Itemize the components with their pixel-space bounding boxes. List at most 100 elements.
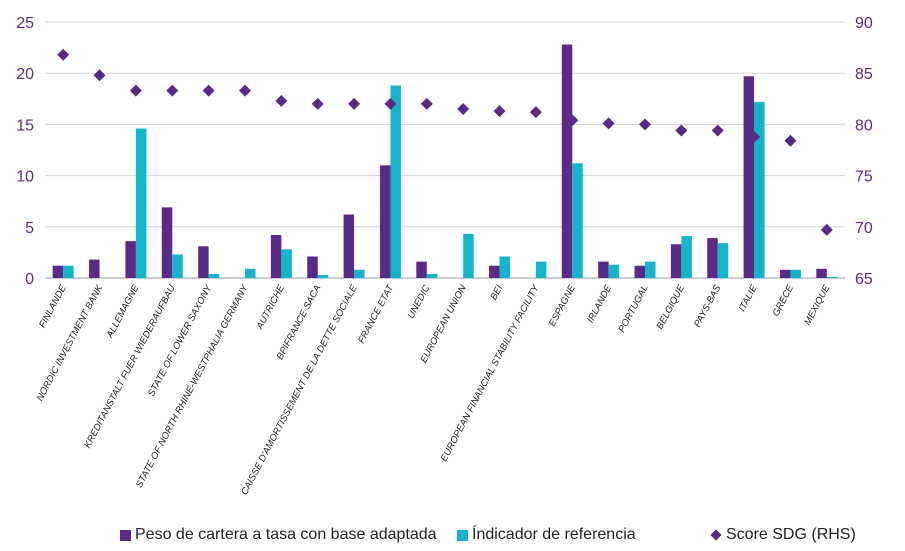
y-left-tick-label: 0 — [25, 271, 34, 288]
legend-item-peso: Peso de cartera a tasa con base adaptada — [120, 526, 437, 544]
y-right-tick-label: 90 — [855, 15, 873, 32]
score-point — [275, 94, 288, 107]
bar-peso — [634, 265, 645, 278]
score-points — [57, 48, 833, 236]
bar-indicador — [426, 273, 438, 278]
bar-peso — [198, 246, 209, 278]
y-right-tick-label: 70 — [855, 220, 873, 237]
score-point — [784, 134, 797, 147]
y-left-tick-label: 25 — [16, 15, 34, 32]
x-category-label: AUTRICHE — [254, 283, 287, 333]
x-category-label: FRANCE ETAT — [356, 282, 397, 345]
bar-peso — [670, 244, 682, 278]
y-axis-left: 0 5 10 15 20 25 — [16, 15, 34, 288]
legend-diamond-score — [710, 529, 722, 541]
bar-peso — [416, 261, 427, 278]
bar-peso — [89, 259, 100, 278]
x-category-label: PORTUGAL — [616, 283, 650, 334]
score-point — [820, 223, 833, 236]
x-category-label: NORDIC INVESTMENT BANK — [35, 283, 106, 403]
legend-label-score: Score SDG (RHS) — [726, 526, 856, 543]
score-point — [457, 103, 470, 116]
bar-indicador — [754, 101, 765, 278]
bar-indicador — [535, 261, 547, 278]
bar-peso — [561, 44, 573, 278]
legend-item-score: Score SDG (RHS) — [709, 526, 856, 544]
bar-indicador — [499, 256, 511, 278]
bar-indicador — [317, 274, 329, 278]
bar-indicador — [135, 128, 147, 278]
bar-indicador — [281, 249, 292, 278]
score-point — [529, 106, 542, 119]
legend: Peso de cartera a tasa con base adaptada… — [0, 526, 905, 548]
y-right-tick-label: 85 — [855, 66, 873, 83]
score-point — [93, 69, 106, 82]
score-point — [166, 84, 179, 97]
bar-peso — [270, 234, 282, 278]
x-category-label: ESPAGNE — [547, 283, 578, 329]
bar-indicador — [208, 273, 220, 278]
x-category-label: ALLEMAGNE — [104, 283, 142, 341]
bar-peso — [52, 265, 64, 278]
x-category-label: IRLANDE — [585, 283, 614, 325]
y-axis-right: 65 70 75 80 85 90 — [855, 15, 873, 288]
x-category-label: BELGIQUE — [654, 283, 687, 332]
bar-peso — [379, 165, 391, 278]
bar-peso — [161, 207, 173, 278]
legend-label-peso: Peso de cartera a tasa con base adaptada — [135, 526, 437, 543]
bar-indicador — [790, 269, 801, 278]
x-category-label: GRECE — [771, 283, 797, 319]
score-point — [711, 124, 724, 137]
y-right-tick-label: 65 — [855, 271, 873, 288]
bar-peso — [343, 214, 355, 278]
bar-peso — [489, 265, 500, 278]
score-point — [57, 48, 70, 61]
bar-indicador — [681, 236, 692, 278]
bar-peso — [598, 261, 609, 278]
bar-indicador — [717, 243, 729, 278]
y-left-tick-label: 15 — [16, 117, 34, 134]
x-category-label: UNEDIC — [406, 283, 433, 320]
score-point — [602, 117, 615, 130]
y-right-tick-label: 75 — [855, 169, 873, 186]
score-point — [384, 97, 397, 110]
bar-indicador — [390, 85, 401, 278]
bar-indicador — [245, 268, 256, 278]
x-category-label: BEI — [488, 283, 505, 302]
legend-swatch-peso — [120, 529, 131, 541]
bar-indicador — [826, 276, 838, 278]
y-left-tick-label: 5 — [25, 220, 34, 237]
bar-indicador — [63, 265, 74, 278]
bars — [52, 44, 838, 278]
score-point — [420, 97, 433, 110]
bar-indicador — [354, 269, 365, 278]
bar-peso — [816, 268, 827, 278]
score-point — [493, 105, 506, 118]
legend-swatch-indicador — [457, 529, 468, 541]
bar-peso — [779, 269, 791, 278]
x-category-label: MEXIQUE — [802, 283, 833, 327]
bar-peso — [125, 241, 136, 278]
bar-indicador — [172, 254, 183, 278]
score-point — [311, 97, 324, 110]
y-left-tick-label: 10 — [16, 169, 34, 186]
bar-indicador — [608, 264, 620, 278]
bar-indicador — [572, 163, 583, 278]
score-point — [748, 130, 761, 143]
x-category-label: STATE OF LOWER SAXONY — [146, 283, 215, 399]
score-point — [239, 84, 251, 97]
bar-peso — [707, 238, 718, 278]
score-point — [566, 114, 579, 127]
score-point — [675, 124, 688, 137]
x-category-label: PAYS-BAS — [692, 283, 724, 329]
x-category-label: ITALIE — [737, 283, 760, 314]
bar-peso — [743, 76, 755, 278]
legend-label-indicador: Índicador de referencia — [472, 526, 636, 543]
x-category-label: FINLANDE — [37, 283, 69, 330]
bar-indicador — [463, 233, 474, 278]
y-left-tick-label: 20 — [16, 66, 34, 83]
y-right-tick-label: 80 — [855, 117, 873, 134]
score-point — [348, 97, 361, 110]
